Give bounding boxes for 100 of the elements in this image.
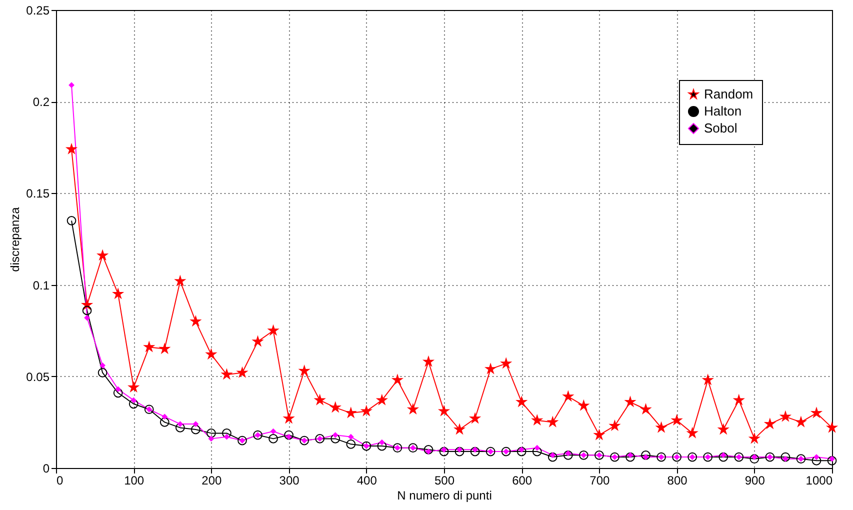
y-axis-title: discrepanza	[8, 206, 22, 272]
point	[780, 411, 790, 422]
x-tick-label: 800	[667, 474, 688, 488]
point	[814, 454, 820, 460]
point	[548, 416, 558, 427]
x-axis-title: N numero di punti	[397, 488, 492, 502]
x-tick-label: 300	[279, 474, 300, 488]
point	[486, 364, 496, 374]
point	[175, 423, 185, 432]
y-tick-label: 0.2	[32, 95, 50, 110]
point	[100, 362, 106, 368]
point	[376, 394, 387, 405]
point	[534, 445, 540, 451]
point	[82, 306, 92, 316]
point	[516, 446, 526, 456]
point	[113, 388, 123, 398]
point	[438, 406, 450, 416]
point	[268, 325, 278, 335]
point	[190, 316, 201, 326]
point	[640, 404, 651, 414]
point	[128, 399, 138, 409]
point	[392, 374, 402, 384]
point	[532, 446, 542, 456]
point	[348, 434, 354, 440]
point	[330, 402, 340, 412]
point	[144, 342, 154, 352]
point	[454, 446, 464, 456]
point	[780, 452, 790, 462]
x-tick-label: 600	[512, 474, 532, 488]
point	[192, 421, 198, 427]
point	[454, 424, 465, 434]
point	[299, 366, 310, 376]
point	[84, 315, 90, 321]
point	[284, 413, 294, 423]
point	[115, 386, 121, 392]
point	[424, 445, 434, 454]
point	[284, 430, 294, 440]
point	[128, 382, 139, 392]
y-tick-label: 0.15	[26, 186, 50, 201]
point	[718, 452, 728, 462]
point	[408, 404, 418, 414]
x-tick-label: 500	[434, 474, 455, 488]
x-tick-label: 1000	[806, 474, 833, 488]
point	[594, 430, 604, 440]
point	[516, 396, 527, 406]
point	[548, 452, 558, 462]
point	[656, 422, 666, 432]
point	[252, 336, 263, 346]
point	[641, 450, 650, 460]
point	[764, 418, 775, 428]
point	[177, 421, 183, 427]
y-tick-label: 0.25	[26, 4, 50, 18]
point	[98, 250, 108, 260]
point	[439, 446, 449, 456]
x-tick-label: 200	[202, 474, 222, 488]
y-tick-label: 0	[42, 462, 50, 476]
point	[222, 369, 232, 379]
point	[162, 414, 168, 420]
point	[224, 434, 230, 440]
point	[796, 416, 806, 427]
point	[625, 396, 636, 406]
point	[687, 428, 698, 438]
point	[811, 408, 822, 418]
point	[270, 428, 276, 434]
point	[578, 400, 589, 410]
point	[718, 424, 728, 434]
point	[470, 413, 480, 423]
point	[160, 344, 170, 354]
point	[827, 456, 837, 466]
y-tick-label: 0.05	[26, 370, 50, 384]
x-tick-label: 100	[124, 474, 144, 488]
point	[330, 434, 340, 444]
x-tick-label: 0	[56, 474, 64, 488]
point	[222, 428, 232, 438]
point	[470, 446, 480, 456]
point	[175, 276, 186, 286]
point	[501, 358, 512, 368]
point	[332, 432, 338, 438]
y-tick-label: 0.1	[32, 278, 50, 292]
point	[812, 456, 822, 466]
point	[563, 391, 574, 401]
legend-label: Random	[704, 86, 754, 102]
point	[702, 374, 713, 384]
point	[377, 441, 387, 451]
point	[563, 450, 573, 460]
point	[379, 440, 385, 446]
point	[532, 415, 542, 425]
point	[98, 368, 108, 378]
point	[206, 428, 216, 438]
point	[610, 420, 620, 430]
x-tick-label: 400	[356, 474, 378, 488]
point	[734, 394, 744, 405]
point	[237, 367, 248, 378]
point	[672, 415, 682, 425]
x-tick-label: 700	[590, 474, 610, 488]
point	[66, 216, 76, 226]
legend-label: Halton	[704, 104, 742, 118]
point	[626, 452, 635, 462]
point	[749, 433, 760, 444]
point	[68, 82, 74, 88]
